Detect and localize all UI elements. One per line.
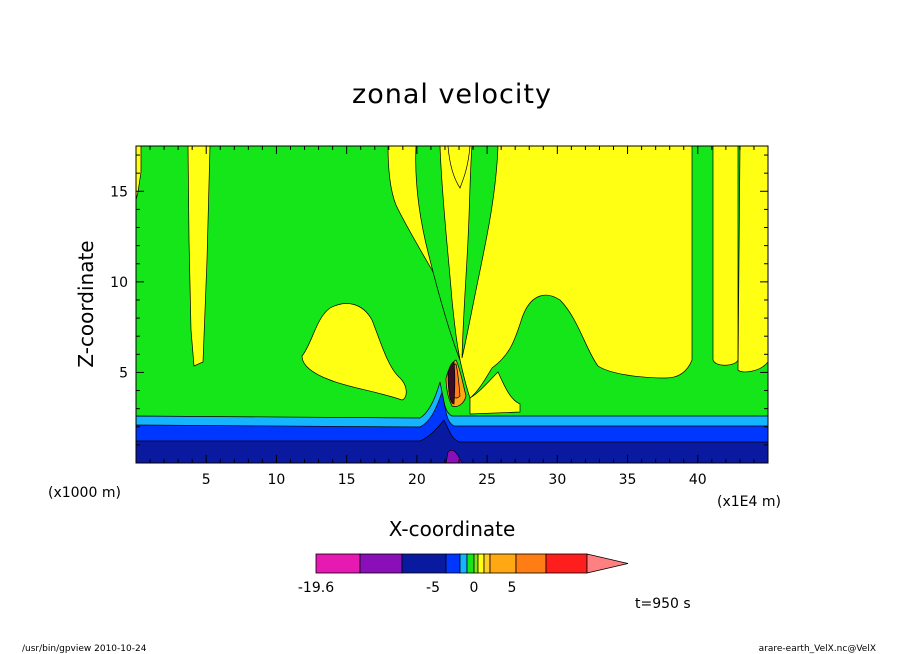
footer-right: arare-earth_VelX.nc@VelX [759, 644, 876, 654]
colorbar-segment [445, 553, 461, 574]
colorbar-segment [473, 553, 479, 574]
y-axis-unit: (x1000 m) [48, 485, 121, 501]
colorbar [315, 553, 629, 574]
colorbar-segment [489, 553, 517, 574]
x-tick-label: 30 [548, 472, 566, 488]
colorbar-segment [401, 553, 447, 574]
x-tick-label: 25 [478, 472, 496, 488]
colorbar-extend-arrow [586, 553, 629, 574]
contour-positive-surface-fringe [469, 371, 521, 415]
contour-negative-darkblue [136, 419, 768, 463]
contour-core-dark [447, 361, 456, 405]
colorbar-segment [315, 553, 361, 574]
contour-field [136, 146, 768, 463]
x-axis-label: X-coordinate [389, 517, 516, 541]
footer-left: /usr/bin/gpview 2010-10-24 [22, 644, 147, 654]
colorbar-segment [515, 553, 547, 574]
colorbar-label: 0 [470, 580, 479, 596]
contour-plume-center-yellow [447, 146, 471, 189]
colorbar-segment [545, 553, 588, 574]
colorbar-segment [359, 553, 403, 574]
colorbar-label: -5 [426, 580, 440, 596]
x-tick-label: 40 [689, 472, 707, 488]
y-axis-ticks: 5 10 15 [110, 154, 768, 446]
y-tick-label: 5 [119, 365, 128, 381]
colorbar-label: -19.6 [298, 580, 334, 596]
colorbar-label: 5 [508, 580, 517, 596]
y-axis-label: Z-coordinate [74, 240, 98, 367]
x-tick-label: 5 [202, 472, 211, 488]
chart-title: zonal velocity [352, 79, 552, 110]
x-tick-label: 10 [268, 472, 286, 488]
contour-positive-column-left [187, 146, 211, 367]
x-axis-unit: (x1E4 m) [717, 494, 781, 510]
x-tick-label: 35 [619, 472, 637, 488]
colorbar-labels: -19.6 -5 0 5 [298, 580, 517, 596]
x-tick-label: 15 [338, 472, 356, 488]
y-tick-label: 10 [110, 275, 128, 291]
colorbar-segment [477, 553, 485, 574]
contour-negative-purple [445, 449, 463, 463]
contour-plume-green-right [461, 146, 499, 359]
colorbar-segment [483, 553, 491, 574]
time-annotation: t=950 s [635, 596, 691, 612]
y-tick-label: 15 [110, 184, 128, 200]
colorbar-segment [466, 553, 475, 574]
contour-positive-right-edge [737, 146, 768, 373]
plot-frame [135, 145, 769, 464]
contour-plume-green [415, 146, 461, 361]
colorbar-segment [459, 553, 468, 574]
contour-positive-lobe [301, 303, 407, 401]
x-axis-ticks: 5 10 15 20 25 30 35 40 [149, 146, 769, 488]
x-tick-label: 20 [408, 472, 426, 488]
